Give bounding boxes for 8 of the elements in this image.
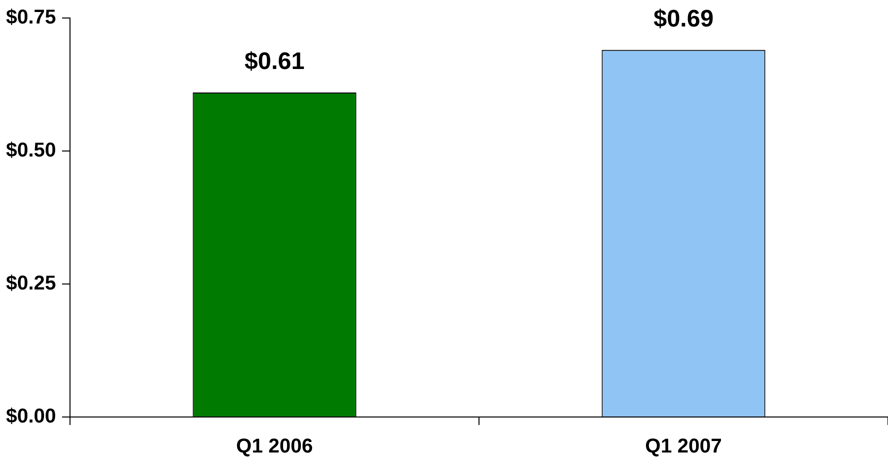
y-tick-label: $0.25 xyxy=(6,272,56,295)
y-tick-label: $0.75 xyxy=(6,6,56,29)
data-label: $0.69 xyxy=(653,6,714,33)
data-label: $0.61 xyxy=(244,48,305,76)
x-tick-label: Q1 2006 xyxy=(236,436,313,458)
y-tick-label: $0.50 xyxy=(6,140,56,162)
x-tick-label: Q1 2007 xyxy=(645,436,722,458)
y-tick-label: $0.00 xyxy=(6,406,56,428)
